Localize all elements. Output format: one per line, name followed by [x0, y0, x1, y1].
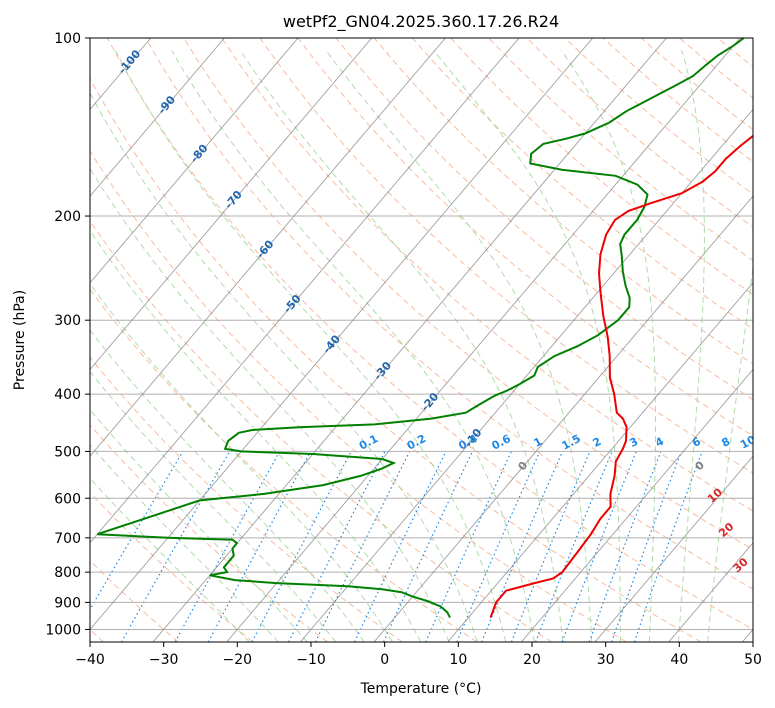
x-tick-label: 0 [380, 652, 389, 668]
isotherm-gridline [90, 38, 594, 631]
x-tick-label: −20 [223, 652, 253, 668]
x-tick-label: 50 [744, 652, 762, 668]
y-tick-label: 800 [54, 565, 81, 581]
isotherm-gridline [90, 38, 520, 544]
x-tick-label: 40 [670, 652, 688, 668]
mixing-ratio-line [90, 451, 184, 611]
y-tick-label: 400 [54, 387, 81, 403]
plot-area: -100-90-80-70-60-50-40-30-20-100 0.1 0.2 0… [90, 38, 771, 642]
dry-adiabat-line [90, 491, 254, 642]
y-tick-label: 100 [54, 31, 81, 47]
skewed-isotherm-gridlines [90, 38, 753, 642]
moist-adiabat-label: 40 [751, 583, 771, 603]
moist-adiabat-line [433, 50, 621, 642]
isotherm-gridline [521, 368, 753, 642]
y-axis-title: Pressure (hPa) [12, 290, 28, 390]
isobar-gridlines [90, 38, 753, 630]
x-tick-label: −40 [75, 652, 105, 668]
isotherm-gridline [90, 38, 446, 457]
moist-adiabat-line [678, 50, 705, 642]
mixing-ratio-line [207, 451, 312, 642]
dry-adiabat-line [297, 38, 753, 437]
isotherm-gridline [152, 38, 667, 642]
isotherm-gridline [90, 38, 373, 371]
mixing-ratio-label: 10 [738, 433, 758, 452]
mixing-ratio-line [314, 451, 411, 642]
moist-adiabat-line [90, 329, 365, 642]
dry-adiabat-line [183, 38, 753, 551]
dry-adiabat-line [450, 38, 753, 295]
mixing-ratio-line [561, 451, 637, 642]
mixing-ratio-line [535, 451, 613, 642]
x-tick-label: 10 [449, 652, 467, 668]
moist-adiabat-line [90, 408, 308, 642]
dry-adiabat-line [221, 38, 753, 512]
dry-adiabat-line [90, 219, 552, 642]
isotherm-gridline [226, 38, 741, 642]
dry-adiabat-line [106, 38, 753, 631]
x-tick-label: −10 [296, 652, 326, 668]
isotherm-gridline [594, 455, 753, 642]
x-axis-title: Temperature (°C) [360, 681, 482, 697]
moist-adiabat-line [561, 50, 656, 642]
dry-adiabat-line [90, 356, 403, 642]
isotherm-gridline [90, 38, 225, 197]
temperature-series-line [489, 134, 753, 618]
plot-frame [89, 37, 754, 643]
moist-adiabat-line [90, 371, 337, 642]
moist-adiabat-line [90, 477, 250, 642]
dry-adiabat-line [90, 559, 179, 642]
x-tick-label: 20 [523, 652, 541, 668]
moist-adiabat-line [90, 167, 450, 642]
isotherm-gridline [90, 38, 299, 284]
moist-adiabat-line [171, 50, 535, 642]
moist-adiabat-line [90, 229, 422, 642]
moist-adiabat-line [90, 444, 279, 642]
x-axis-ticks: −40 −30 −20 −10 0 10 20 30 40 50 [75, 642, 762, 668]
x-tick-label: 30 [597, 652, 615, 668]
y-tick-label: 200 [54, 209, 81, 225]
y-tick-label: 600 [54, 491, 81, 507]
moist-adiabat-line [114, 50, 507, 642]
moist-adiabat-line [239, 50, 564, 642]
dry-adiabat-line [335, 38, 753, 401]
y-tick-label: 900 [54, 595, 81, 611]
mixing-ratio-line [382, 451, 474, 642]
y-tick-label: 1000 [45, 622, 81, 638]
chart-title: wetPf2_GN04.2025.360.17.26.R24 [283, 12, 559, 32]
dry-adiabat-line [259, 38, 753, 474]
moist-adiabat-line [90, 91, 478, 642]
isotherm-gridline [300, 108, 753, 642]
moist-adiabat-line [707, 262, 753, 642]
dry-adiabat-line [145, 38, 753, 590]
x-tick-label: −30 [149, 652, 179, 668]
y-tick-label: 700 [54, 531, 81, 547]
dry-adiabat-line [90, 288, 478, 642]
dry-adiabat-line [90, 77, 702, 642]
y-tick-label: 500 [54, 444, 81, 460]
y-axis-ticks: 1000 900 800 700 600 500 400 300 200 100 [45, 31, 90, 638]
mixing-ratio-line [354, 451, 447, 642]
y-tick-label: 300 [54, 313, 81, 329]
isotherm-gridline [447, 282, 753, 642]
isotherm-gridline [373, 195, 753, 642]
dewpoint-series-line [97, 38, 745, 619]
